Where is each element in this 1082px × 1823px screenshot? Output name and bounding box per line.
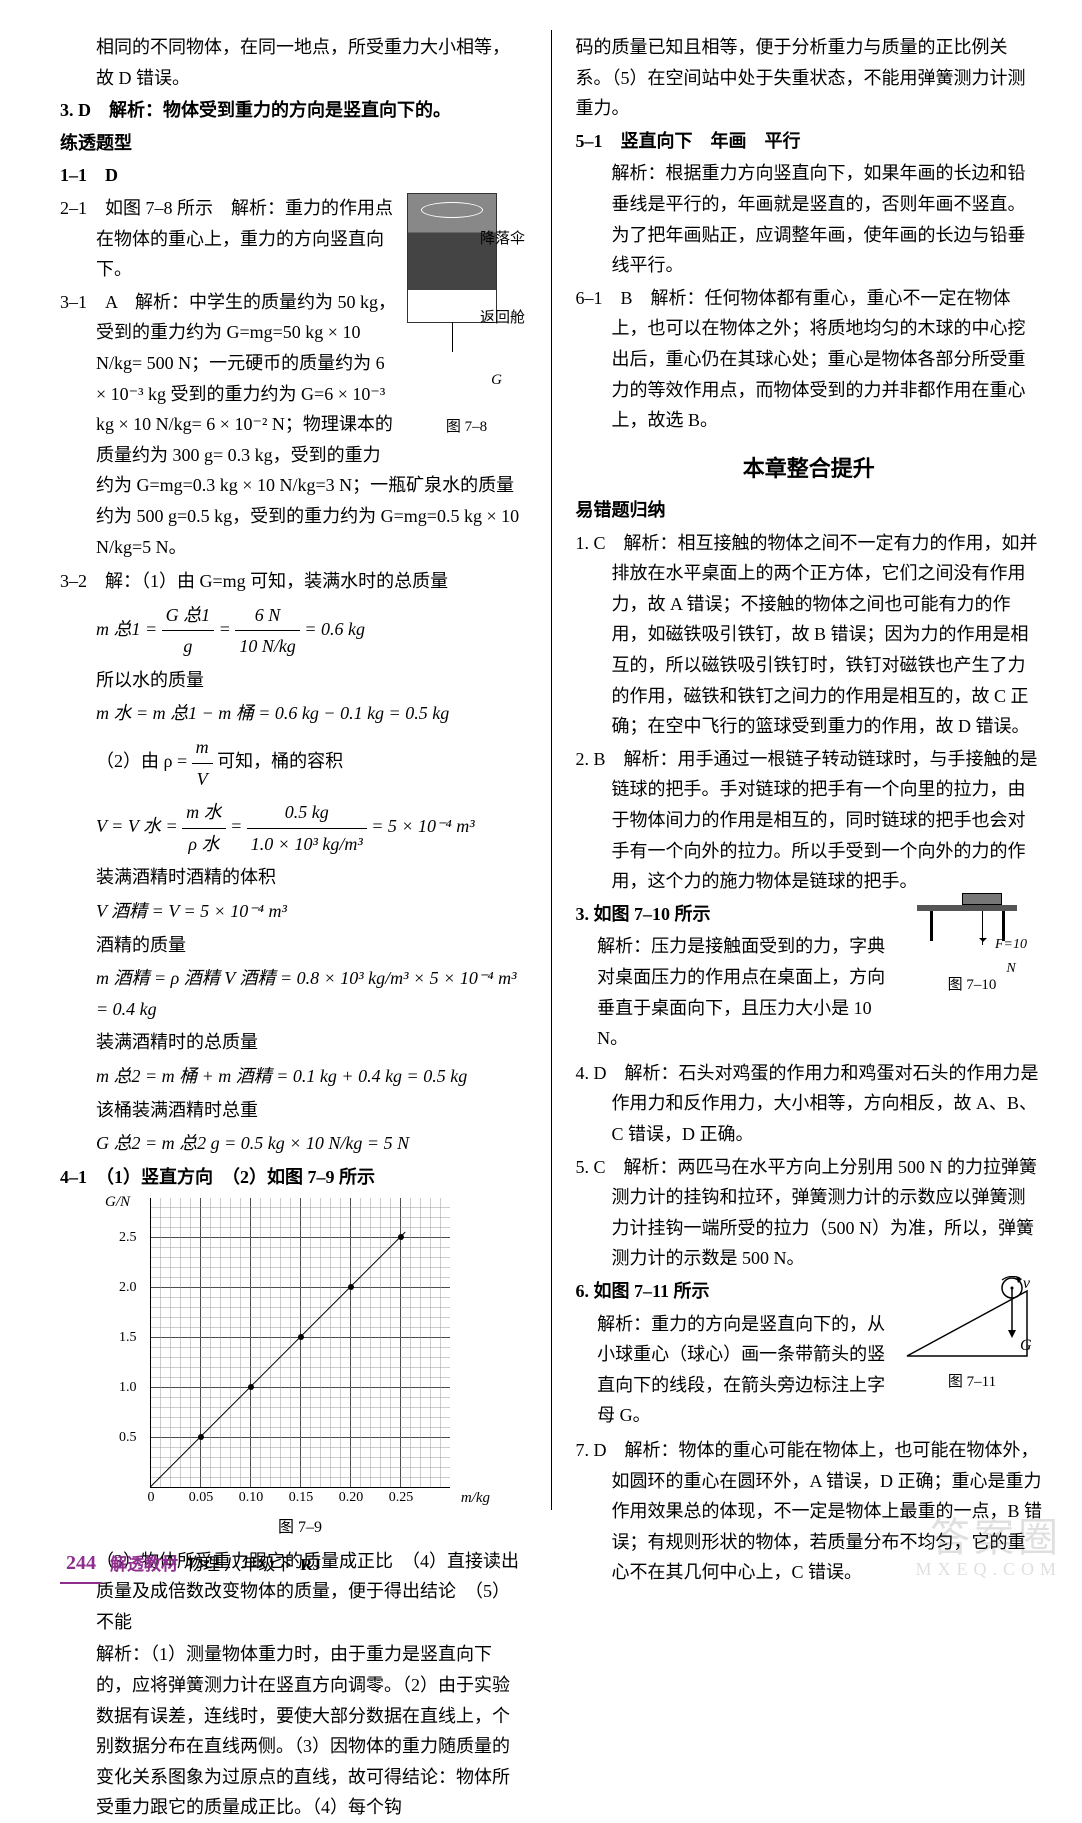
page-footer: 244 解透教材 物理 八年级下 RJ <box>60 1546 1042 1584</box>
edition: RJ <box>300 1551 321 1580</box>
left-line: 装满酒精时酒精的体积 <box>60 862 527 893</box>
eq-part: V <box>192 764 213 795</box>
table-diagram: F=10 N <box>902 899 1032 969</box>
eq-part: 10 N/kg <box>235 631 300 662</box>
label: 降落伞 <box>443 227 563 253</box>
figure-7-8: 降落伞 返回舱 G 图 7–8 <box>407 193 527 441</box>
x-tick: 0.10 <box>239 1486 264 1510</box>
x-tick: 0.05 <box>189 1486 214 1510</box>
watermark-text: 答案圈 <box>930 1515 1062 1560</box>
eq-part: m 总1 = <box>96 619 157 639</box>
right-line: 1. C 解析：相互接触的物体之间不一定有力的作用，如并排放在水平桌面上的两个正… <box>576 528 1043 742</box>
eq-part: m 水 <box>182 797 226 829</box>
force-label: F=10 N <box>990 933 1032 981</box>
v-label: v <box>1023 1270 1030 1297</box>
txt: （2）由 ρ = <box>96 751 187 771</box>
left-line: 装满酒精时的总质量 <box>60 1027 527 1058</box>
eq-part: G 总1 <box>162 600 215 632</box>
equation: V 酒精 = V = 5 × 10⁻⁴ m³ <box>60 896 527 927</box>
page-number: 244 <box>60 1546 102 1584</box>
eq-part: = 0.6 kg <box>304 619 365 639</box>
eq-part: 6 N <box>235 600 300 632</box>
figure-7-10: F=10 N 图 7–10 <box>902 899 1042 999</box>
left-line: 4–1 （1）竖直方向 （2）如图 7–9 所示 <box>60 1162 527 1193</box>
eq-part: V = V 水 = <box>96 816 178 836</box>
left-line: 3–2 解：（1）由 G=mg 可知，装满水时的总质量 <box>60 566 527 597</box>
equation: m 酒精 = ρ 酒精 V 酒精 = 0.8 × 10³ kg/m³ × 5 ×… <box>60 963 527 1024</box>
trend-line <box>150 1232 405 1487</box>
eq-part: 1.0 × 10³ kg/m³ <box>247 829 367 860</box>
x-tick: 0.25 <box>389 1486 414 1510</box>
eq-part: = 5 × 10⁻⁴ m³ <box>371 816 474 836</box>
section-title: 易错题归纳 <box>576 495 1043 526</box>
right-line: 2. B 解析：用手通过一根链子转动链球时，与手接触的是链球的把手。手对链球的把… <box>576 744 1043 897</box>
section-title: 练透题型 <box>60 128 527 159</box>
y-tick: 2.5 <box>119 1225 137 1249</box>
right-line: 6–1 B 解析：任何物体都有重心，重心不一定在物体上，也可以在物体之外；将质地… <box>576 283 1043 436</box>
eq-part: m <box>192 732 213 764</box>
x-tick: 0 <box>148 1486 155 1510</box>
label: 返回舱 <box>443 306 563 332</box>
left-line: 1–1 D <box>60 160 527 191</box>
g-label: G <box>1020 1332 1032 1359</box>
y-tick: 0.5 <box>119 1425 137 1449</box>
left-line: 解析：（1）测量物体重力时，由于重力是竖直向下的，应将弹簧测力计在竖直方向调零。… <box>60 1639 527 1823</box>
fig-caption: 图 7–9 <box>120 1514 480 1541</box>
left-line: （2）由 ρ = mV 可知，桶的容积 <box>60 732 527 794</box>
fig-caption: 图 7–11 <box>902 1370 1042 1396</box>
right-line: 5. C 解析：两匹马在水平方向上分别用 500 N 的力拉弹簧测力计的挂钩和拉… <box>576 1152 1043 1274</box>
y-tick: 2.0 <box>119 1275 137 1299</box>
equation: V = V 水 = m 水ρ 水 = 0.5 kg1.0 × 10³ kg/m³… <box>60 797 527 859</box>
left-column: 相同的不同物体，在同一地点，所受重力大小相等，故 D 错误。 3. D 解析：物… <box>60 30 527 1510</box>
data-point <box>298 1334 304 1340</box>
left-line: 所以水的质量 <box>60 665 527 696</box>
left-line: 该桶装满酒精时总重 <box>60 1095 527 1126</box>
data-point <box>248 1384 254 1390</box>
eq-part: = <box>219 619 231 639</box>
eq-part: 0.5 kg <box>247 797 367 829</box>
right-column: 码的质量已知且相等，便于分析重力与质量的正比例关系。（5）在空间站中处于失重状态… <box>576 30 1043 1510</box>
y-axis-label: G/N <box>105 1190 130 1216</box>
x-tick: 0.15 <box>289 1486 314 1510</box>
figure-7-11: v G 图 7–11 <box>902 1276 1042 1396</box>
right-line: 5–1 竖直向下 年画 平行 <box>576 126 1043 157</box>
eq-part: = <box>230 816 242 836</box>
ramp-diagram: v G <box>902 1276 1032 1366</box>
y-tick: 1.5 <box>119 1325 137 1349</box>
right-line: 码的质量已知且相等，便于分析重力与质量的正比例关系。（5）在空间站中处于失重状态… <box>576 32 1043 124</box>
graph-7-9: G/N m/kg 0.5 1.0 1.5 2.0 2.5 0 0.05 0.10… <box>150 1198 450 1488</box>
data-point <box>348 1284 354 1290</box>
y-tick: 1.0 <box>119 1375 137 1399</box>
eq-part: g <box>162 631 215 662</box>
label-g: G <box>437 368 557 394</box>
x-tick: 0.20 <box>339 1486 364 1510</box>
left-line: 3. D 解析：物体受到重力的方向是竖直向下的。 <box>60 95 527 126</box>
left-line: 酒精的质量 <box>60 930 527 961</box>
txt: 可知，桶的容积 <box>217 751 343 771</box>
txt: 3. D 解析：物体受到重力的方向是竖直向下的。 <box>60 100 451 120</box>
subject: 物理 八年级下 <box>186 1551 292 1580</box>
equation: G 总2 = m 总2 g = 0.5 kg × 10 N/kg = 5 N <box>60 1128 527 1159</box>
chapter-title: 本章整合提升 <box>576 450 1043 487</box>
equation: m 总2 = m 桶 + m 酒精 = 0.1 kg + 0.4 kg = 0.… <box>60 1061 527 1092</box>
data-point <box>198 1434 204 1440</box>
right-line: 解析：根据重力方向竖直向下，如果年画的长边和铅垂线是平行的，年画就是竖直的，否则… <box>576 158 1043 280</box>
equation: m 总1 = G 总1g = 6 N10 N/kg = 0.6 kg <box>60 600 527 662</box>
parachute-thumb <box>407 193 497 323</box>
x-axis-label: m/kg <box>461 1486 490 1512</box>
eq-part: ρ 水 <box>182 829 226 860</box>
right-line: 4. D 解析：石头对鸡蛋的作用力和鸡蛋对石头的作用力是作用力和反作用力，大小相… <box>576 1058 1043 1150</box>
equation: m 水 = m 总1 − m 桶 = 0.6 kg − 0.1 kg = 0.5… <box>60 698 527 729</box>
fig-caption: 图 7–8 <box>407 415 527 441</box>
watermark: 答案圈 MXEQ.COM <box>915 1516 1062 1580</box>
book-title: 解透教材 <box>110 1551 178 1580</box>
watermark-url: MXEQ.COM <box>915 1560 1062 1580</box>
data-point <box>398 1234 404 1240</box>
left-line: 相同的不同物体，在同一地点，所受重力大小相等，故 D 错误。 <box>60 32 527 93</box>
